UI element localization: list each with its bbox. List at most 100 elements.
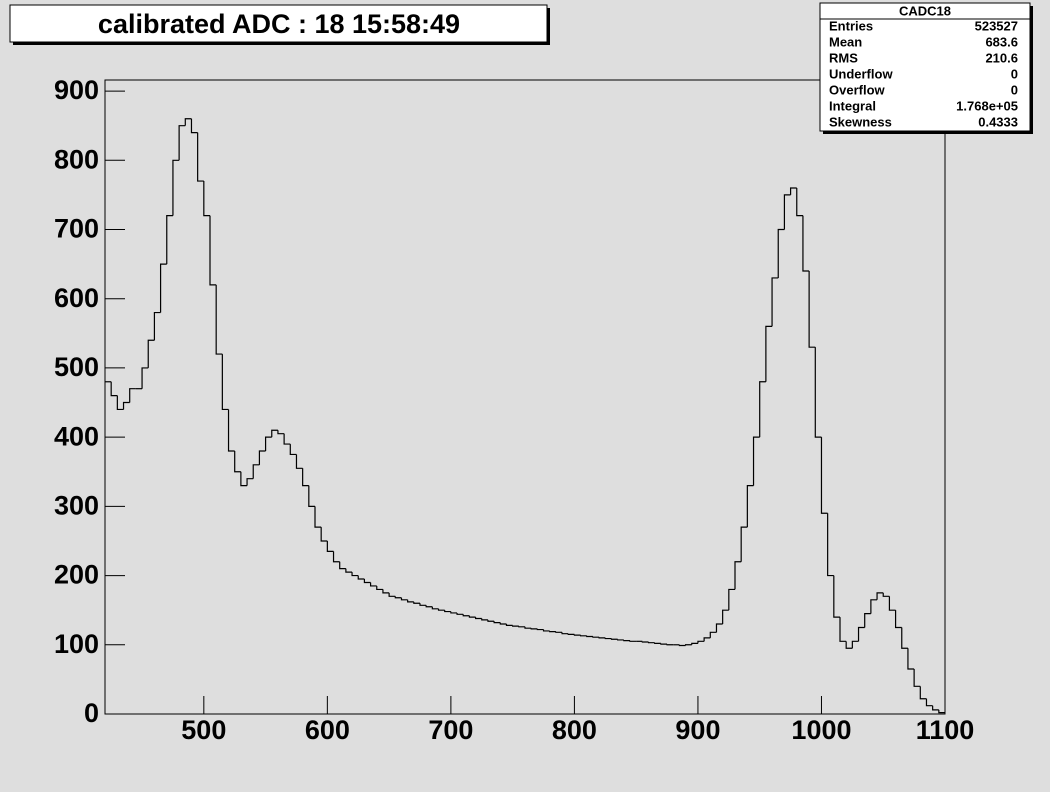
histogram-bin xyxy=(153,311,161,341)
histogram-bin xyxy=(734,561,742,590)
y-tick-label: 300 xyxy=(54,490,99,520)
histogram-bin xyxy=(907,648,915,670)
y-tick-label: 800 xyxy=(54,144,99,174)
histogram-bin xyxy=(536,628,544,631)
histogram-bin xyxy=(746,484,754,528)
histogram-bin xyxy=(820,437,828,514)
stats-frame xyxy=(819,2,1031,132)
histogram-bin xyxy=(715,623,723,633)
stats-value: 0.4333 xyxy=(978,114,1018,129)
histogram-bin xyxy=(388,592,396,597)
histogram-bin xyxy=(567,633,575,636)
histogram-bin xyxy=(295,454,303,469)
histogram-bin xyxy=(660,643,668,645)
histogram-bin xyxy=(400,597,408,601)
histogram-bin xyxy=(240,471,248,487)
title-box xyxy=(9,4,548,43)
histogram-bin xyxy=(524,626,532,629)
histogram-bin xyxy=(561,632,569,635)
histogram-bin xyxy=(437,608,445,611)
stats-value: 210.6 xyxy=(985,50,1018,65)
histogram-bin xyxy=(579,635,587,637)
histogram-bin xyxy=(277,430,285,435)
histogram-bin xyxy=(190,118,198,134)
x-tick-label: 800 xyxy=(552,715,597,745)
histogram-bin xyxy=(765,325,773,382)
histogram-bin xyxy=(623,639,630,642)
histogram-bin xyxy=(246,478,254,486)
histogram-bin xyxy=(184,118,192,126)
plot-frame xyxy=(104,79,946,715)
histogram-bin xyxy=(604,637,612,640)
histogram-bin xyxy=(320,527,328,542)
y-tick-label: 500 xyxy=(54,352,99,382)
stats-value: 683.6 xyxy=(985,34,1018,49)
histogram-bin xyxy=(116,395,124,411)
histogram-bin xyxy=(493,621,501,624)
histogram-bin xyxy=(666,644,674,646)
stats-label: Skewness xyxy=(829,114,892,129)
histogram-bin xyxy=(122,401,130,410)
histogram-bin xyxy=(234,450,241,473)
histogram-bin xyxy=(864,613,871,628)
histogram-bin xyxy=(870,599,878,614)
histogram-bin xyxy=(283,433,291,445)
histogram-bin xyxy=(771,277,779,327)
histogram-bin xyxy=(647,642,655,644)
y-tick-label: 0 xyxy=(84,698,99,728)
x-tick-label: 600 xyxy=(305,715,350,745)
histogram-bin xyxy=(691,642,698,645)
histogram-bin xyxy=(654,642,661,645)
histogram-bin xyxy=(271,429,278,438)
histogram-bin xyxy=(159,263,167,313)
histogram-bin xyxy=(592,636,600,638)
y-tick-label: 200 xyxy=(54,560,99,590)
histogram-bin xyxy=(376,585,383,591)
histogram-bin xyxy=(709,631,717,638)
histogram-bin xyxy=(505,624,513,627)
histogram-bin xyxy=(894,610,902,629)
x-tick-label: 1100 xyxy=(916,715,975,745)
histogram-bin xyxy=(351,572,359,577)
stats-label: Mean xyxy=(829,34,862,49)
histogram-bin xyxy=(382,589,390,594)
histogram-bin xyxy=(752,436,760,486)
histogram-bin xyxy=(197,132,204,182)
x-tick-label: 500 xyxy=(181,715,226,745)
histogram-bin xyxy=(888,596,896,611)
histogram-bin xyxy=(129,388,136,403)
x-tick-label: 900 xyxy=(675,715,720,745)
y-tick-label: 400 xyxy=(54,421,99,451)
stats-label: Entries xyxy=(829,18,873,33)
histogram-bin xyxy=(789,187,797,195)
histogram-bin xyxy=(684,644,692,646)
histogram-bin xyxy=(722,609,729,625)
histogram-bin xyxy=(814,347,822,438)
histogram-bin xyxy=(777,228,785,278)
stats-value: 1.768e+05 xyxy=(956,98,1018,113)
chart-title: calibrated ADC : 18 15:58:49 xyxy=(98,9,460,39)
histogram-bin xyxy=(641,641,649,643)
histogram-bin xyxy=(802,215,810,272)
histogram-bin xyxy=(573,634,581,636)
histogram-bin xyxy=(369,582,377,587)
histogram-bin xyxy=(938,709,945,714)
histogram-bin xyxy=(740,526,748,562)
y-tick-label: 100 xyxy=(54,629,99,659)
histogram-bin xyxy=(339,561,346,570)
histogram-bin xyxy=(394,596,402,599)
stats-title: CADC18 xyxy=(899,3,951,18)
y-tick-label: 700 xyxy=(54,214,99,244)
histogram-bin xyxy=(444,610,451,613)
x-tick-label: 1000 xyxy=(791,715,851,745)
histogram-bin xyxy=(166,215,173,265)
histogram-bin xyxy=(629,640,637,642)
histogram-bin xyxy=(209,215,217,286)
stats-label: Integral xyxy=(829,98,876,113)
histogram-bin xyxy=(203,181,210,217)
histogram-bin xyxy=(845,641,853,649)
histogram-bin xyxy=(901,627,908,649)
histogram-bin xyxy=(839,617,847,642)
histogram-bin xyxy=(345,568,353,573)
